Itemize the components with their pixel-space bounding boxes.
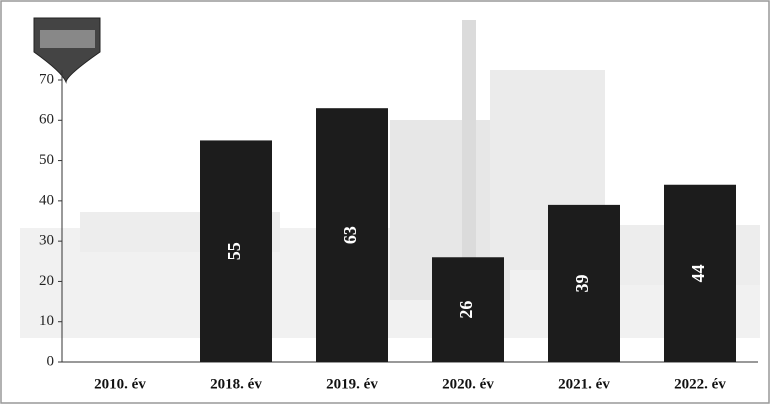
x-tick-label: 2022. év <box>674 376 726 392</box>
y-tick-label: 0 <box>47 353 55 369</box>
bar <box>664 184 736 362</box>
bar <box>316 108 388 362</box>
logo-badge <box>33 17 101 84</box>
value-label: 26 <box>456 301 476 319</box>
y-tick-label: 50 <box>39 152 54 168</box>
x-tick-label: 2018. év <box>210 376 262 392</box>
value-label: 39 <box>572 274 592 292</box>
y-tick-label: 20 <box>39 273 54 289</box>
value-label: 55 <box>224 242 244 260</box>
y-tick-label: 60 <box>39 112 54 128</box>
bar <box>432 257 504 362</box>
value-label: 63 <box>340 226 360 244</box>
bar <box>200 140 272 362</box>
x-tick-label: 2020. év <box>442 376 494 392</box>
y-tick-label: 30 <box>39 233 54 249</box>
x-tick-label: 2010. év <box>94 376 146 392</box>
y-tick-label: 70 <box>39 71 54 87</box>
y-tick-label: 40 <box>39 192 54 208</box>
y-tick-label: 10 <box>39 313 54 329</box>
bar <box>548 204 620 362</box>
value-label: 44 <box>688 264 708 282</box>
x-tick-label: 2019. év <box>326 376 378 392</box>
x-tick-label: 2021. év <box>558 376 610 392</box>
